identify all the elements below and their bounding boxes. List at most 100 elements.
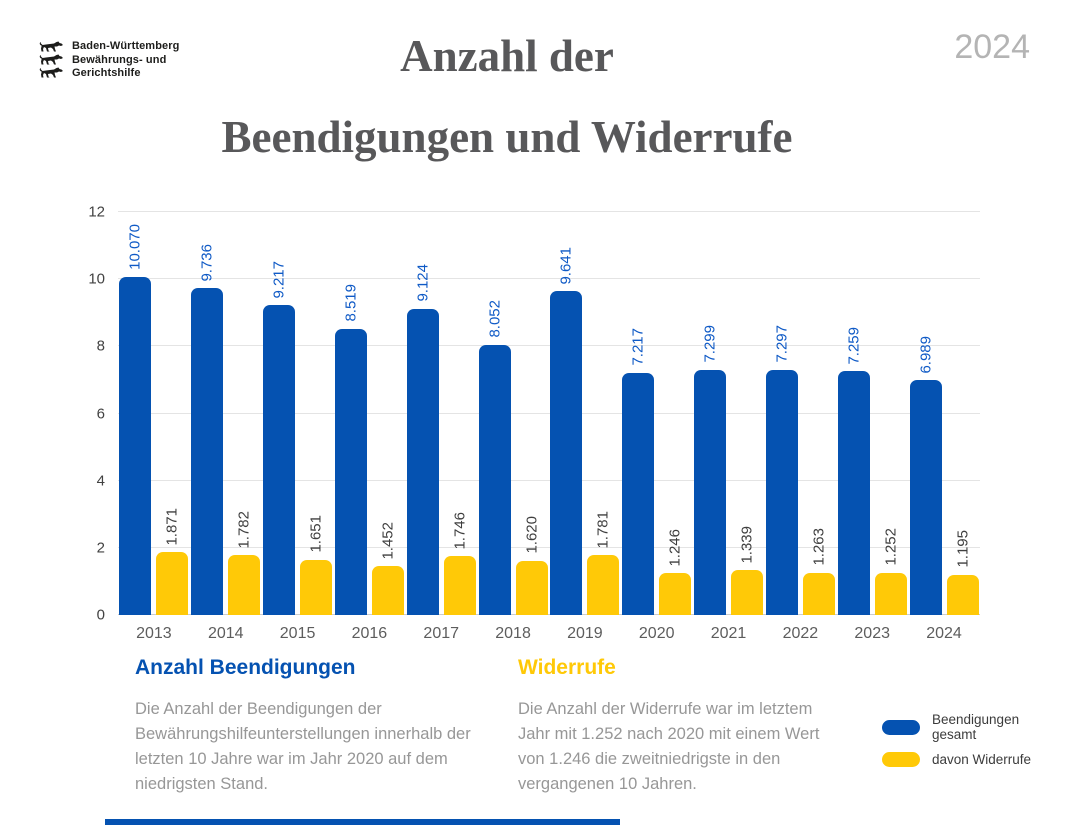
gridline xyxy=(118,546,980,548)
bar-value-label: 7.217 xyxy=(629,328,647,366)
legend-swatch xyxy=(882,752,920,767)
note-beendigungen: Anzahl Beendigungen Die Anzahl der Beend… xyxy=(135,656,480,797)
x-axis-year-label: 2019 xyxy=(567,625,603,642)
year-group: 8.519 1.452 2016 xyxy=(333,212,405,642)
footer-accent-bar xyxy=(105,819,620,825)
lion-icon xyxy=(39,67,63,78)
year-badge: 2024 xyxy=(954,28,1030,66)
bar-widerrufe: 1.871 xyxy=(156,508,189,615)
bar-widerrufe: 1.263 xyxy=(802,528,835,615)
chart-legend: Beendigungen gesamt davon Widerrufe xyxy=(882,712,1065,767)
x-axis-year-label: 2021 xyxy=(710,625,747,642)
bar-widerrufe: 1.252 xyxy=(874,528,907,615)
bar-widerrufe: 1.195 xyxy=(946,530,979,615)
bar-value-label: 6.989 xyxy=(917,335,935,374)
gridline xyxy=(118,278,980,280)
x-axis-year-label: 2015 xyxy=(279,625,316,642)
x-axis-year-label: 2017 xyxy=(423,625,460,642)
page-title-line-1: Anzahl der xyxy=(400,31,614,81)
bar-beendigungen: 7.259 xyxy=(837,327,870,615)
year-group: 7.297 1.263 2022 xyxy=(764,212,836,642)
logo-line-1: Baden-Württemberg xyxy=(72,40,180,52)
y-axis-tick-label: 12 xyxy=(88,203,105,221)
bar-value-label: 9.217 xyxy=(270,260,288,299)
x-axis-year-label: 2016 xyxy=(351,625,388,642)
y-axis-tick-label: 6 xyxy=(96,405,105,422)
y-axis-tick-label: 8 xyxy=(96,337,105,355)
logo-baden-wuerttemberg: Baden-Württemberg Bewährungs- und Gerich… xyxy=(38,40,179,81)
page-title: Anzahl der Beendigungen und Widerrufe xyxy=(0,30,1014,163)
bar-beendigungen: 9.217 xyxy=(263,261,296,615)
legend-swatch xyxy=(882,719,920,735)
note-widerrufe-heading: Widerrufe xyxy=(518,656,616,679)
bar-beendigungen: 6.989 xyxy=(909,336,942,615)
bar-widerrufe: 1.246 xyxy=(659,529,692,615)
bar-value-label: 9.641 xyxy=(557,246,575,285)
bar-value-label: 8.052 xyxy=(486,300,504,338)
bar-value-label: 1.871 xyxy=(163,507,181,546)
bar-value-label: 1.781 xyxy=(594,510,612,549)
bar-beendigungen: 8.519 xyxy=(334,284,367,615)
year-group: 9.736 1.782 2014 xyxy=(190,212,262,642)
x-axis-line xyxy=(118,614,980,615)
note-beendigungen-body: Die Anzahl der Beendigungen der Bewährun… xyxy=(135,700,471,793)
y-axis-tick-label: 10 xyxy=(88,270,105,288)
bar-beendigungen: 7.297 xyxy=(765,325,798,615)
bar-widerrufe: 1.782 xyxy=(228,511,261,615)
x-axis-year-label: 2020 xyxy=(638,625,675,642)
bar-widerrufe: 1.620 xyxy=(515,516,548,615)
lion-icon xyxy=(39,41,63,52)
bar-value-label: 1.651 xyxy=(307,515,325,553)
logo-text: Baden-Württemberg Bewährungs- und Gerich… xyxy=(72,40,179,81)
legend-item: davon Widerrufe xyxy=(882,752,1065,767)
bar-beendigungen: 10.070 xyxy=(119,224,152,615)
note-widerrufe: Widerrufe Die Anzahl der Widerrufe war i… xyxy=(518,656,826,797)
logo-line-2: Bewährungs- und xyxy=(72,53,167,66)
bar-value-label: 1.246 xyxy=(666,528,684,567)
bar-widerrufe: 1.452 xyxy=(371,522,404,615)
note-widerrufe-body: Die Anzahl der Widerrufe war im letztem … xyxy=(518,700,820,793)
bar-value-label: 1.452 xyxy=(379,521,397,560)
year-group: 9.217 1.651 2015 xyxy=(262,212,334,642)
bar-value-label: 8.519 xyxy=(342,284,360,322)
bar-value-label: 10.070 xyxy=(126,223,144,270)
bar-chart: 0 2 4 6 8 10 12 10.070 1.871 2013 9.736 1.782 2014 9.… xyxy=(88,204,980,642)
bar-value-label: 1.195 xyxy=(954,530,972,568)
logo-line-3: Gerichtshilfe xyxy=(72,67,141,79)
x-axis-year-label: 2018 xyxy=(495,625,531,642)
year-group: 6.989 1.195 2024 xyxy=(908,212,980,642)
bar-value-label: 1.263 xyxy=(810,528,828,566)
y-axis-tick-label: 0 xyxy=(96,606,105,624)
gridline xyxy=(118,211,980,212)
bar-value-label: 7.259 xyxy=(845,326,863,365)
page-title-line-2: Beendigungen und Widerrufe xyxy=(221,112,793,162)
year-group: 9.124 1.746 2017 xyxy=(405,212,477,642)
bar-widerrufe: 1.339 xyxy=(731,526,764,615)
bar-value-label: 9.124 xyxy=(414,264,432,302)
bar-widerrufe: 1.746 xyxy=(443,512,476,615)
legend-label: davon Widerrufe xyxy=(932,752,1032,767)
bar-value-label: 7.299 xyxy=(701,325,719,363)
legend-item: Beendigungen gesamt xyxy=(882,712,1065,742)
lion-icon xyxy=(39,54,63,65)
gridline xyxy=(118,479,980,481)
y-axis-tick-label: 2 xyxy=(96,539,105,557)
x-axis-year-label: 2024 xyxy=(926,625,962,642)
gridline xyxy=(118,345,980,347)
year-group: 7.259 1.252 2023 xyxy=(836,212,908,642)
gridline xyxy=(118,412,980,414)
x-axis-year-label: 2023 xyxy=(854,625,890,642)
legend-label: Beendigungen gesamt xyxy=(932,712,1020,742)
bar-widerrufe: 1.651 xyxy=(300,515,333,615)
bar-value-label: 1.339 xyxy=(738,525,756,564)
bar-value-label: 9.736 xyxy=(198,243,216,282)
x-axis-year-label: 2022 xyxy=(782,625,819,642)
year-group: 10.070 1.871 2013 xyxy=(118,212,190,642)
year-group: 8.052 1.620 2018 xyxy=(477,212,549,642)
bar-value-label: 7.297 xyxy=(773,325,791,363)
bar-value-label: 1.252 xyxy=(882,528,900,566)
year-group: 9.641 1.781 2019 xyxy=(549,212,621,642)
bar-beendigungen: 7.299 xyxy=(694,325,727,615)
year-group: 7.217 1.246 2020 xyxy=(621,212,693,642)
x-axis-year-label: 2014 xyxy=(207,625,244,642)
